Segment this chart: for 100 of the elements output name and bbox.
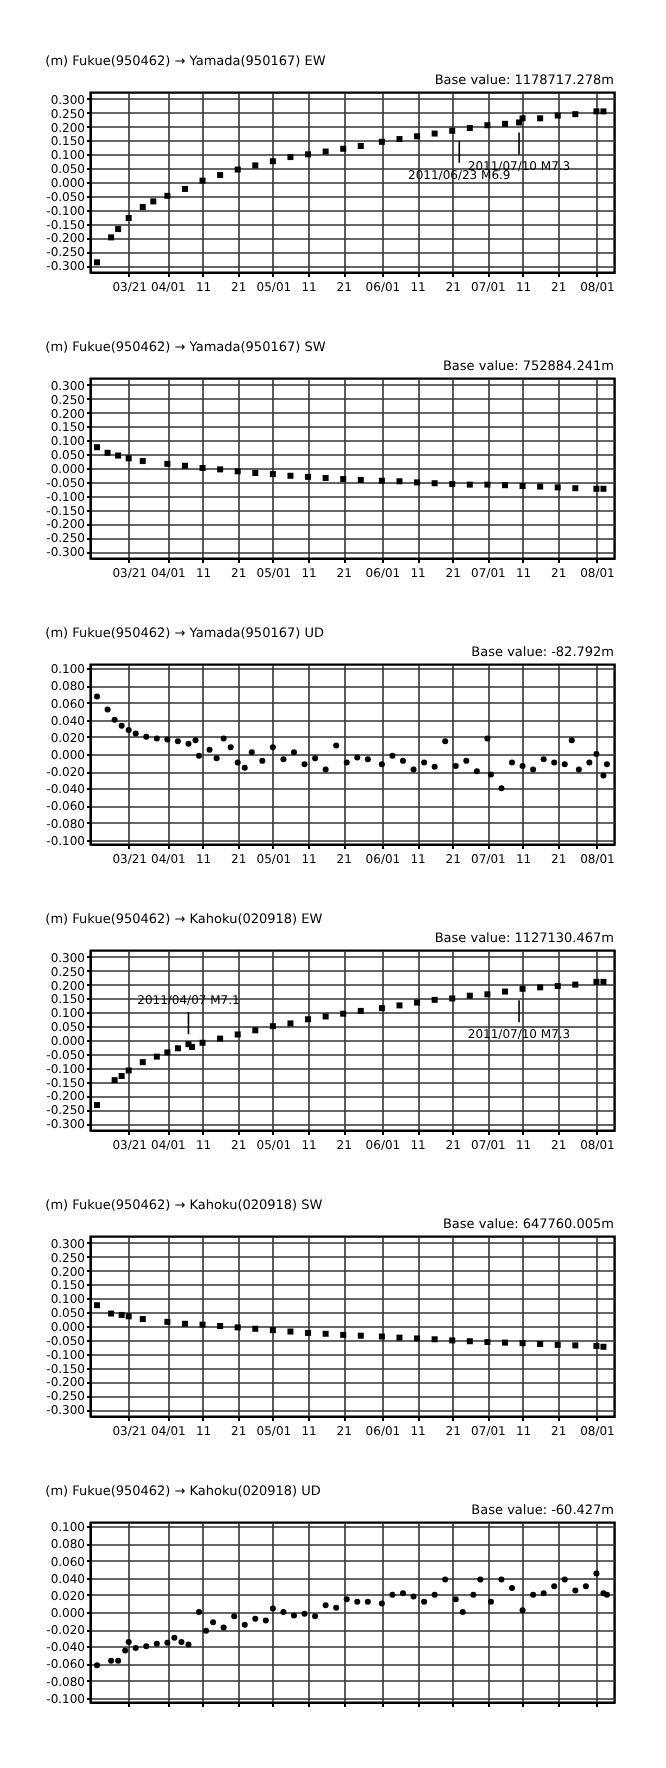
point: [217, 1035, 224, 1042]
point: [118, 1311, 125, 1318]
point: [143, 733, 150, 740]
point: [484, 481, 491, 488]
point: [600, 978, 607, 985]
point: [206, 746, 213, 753]
point: [269, 158, 276, 165]
point: [582, 1583, 589, 1590]
point: [125, 1067, 132, 1074]
point: [484, 735, 491, 742]
point: [519, 1340, 526, 1347]
point: [459, 1609, 466, 1615]
point: [322, 1330, 329, 1337]
point: [396, 1334, 403, 1341]
point: [519, 1607, 526, 1614]
point: [196, 752, 203, 759]
point: [252, 469, 259, 476]
point: [217, 466, 224, 473]
point: [125, 1313, 132, 1320]
point: [213, 755, 220, 762]
point: [178, 1639, 185, 1645]
point: [442, 738, 449, 745]
point: [94, 1102, 101, 1109]
point: [568, 737, 575, 744]
point: [389, 1591, 396, 1598]
point: [104, 449, 111, 456]
point: [164, 1049, 171, 1056]
point: [322, 766, 329, 773]
point: [164, 192, 171, 199]
point: [164, 1318, 171, 1325]
point: [501, 988, 508, 995]
point: [125, 215, 132, 221]
point: [94, 1302, 101, 1309]
point: [498, 785, 505, 792]
point: [540, 756, 547, 763]
point: [431, 996, 438, 1003]
point: [150, 198, 157, 205]
point: [139, 1059, 146, 1066]
point: [421, 1598, 428, 1605]
point: [301, 761, 308, 768]
point: [484, 122, 491, 129]
point: [252, 1325, 259, 1332]
point: [94, 259, 101, 266]
point: [234, 166, 241, 173]
point: [530, 1591, 537, 1598]
point: [449, 127, 456, 134]
point: [174, 1045, 181, 1052]
point: [421, 759, 428, 766]
point: [111, 1077, 118, 1084]
point: [203, 1627, 210, 1634]
point: [185, 740, 192, 747]
point: [466, 481, 473, 488]
point: [305, 473, 312, 480]
point: [305, 1016, 312, 1023]
point: [174, 738, 181, 745]
point: [396, 136, 403, 143]
point: [241, 1621, 248, 1628]
point: [139, 1316, 146, 1323]
point: [220, 735, 227, 742]
point: [122, 1647, 129, 1654]
point: [125, 727, 132, 733]
point: [234, 1031, 241, 1038]
point: [94, 693, 101, 700]
point: [181, 462, 188, 469]
point: [269, 1605, 276, 1612]
point: [364, 756, 371, 763]
point: [280, 1609, 287, 1615]
point: [199, 177, 206, 184]
point: [449, 481, 456, 488]
point: [199, 1039, 206, 1046]
point: [572, 981, 579, 988]
point: [431, 1336, 438, 1343]
point: [593, 1342, 600, 1349]
point: [322, 1013, 329, 1020]
point: [487, 771, 494, 778]
point: [301, 1610, 308, 1617]
point: [354, 754, 361, 761]
point: [252, 1027, 259, 1034]
point: [389, 752, 396, 759]
point: [449, 1337, 456, 1344]
point: [125, 1639, 132, 1645]
point: [305, 151, 312, 158]
point: [115, 226, 122, 233]
point: [477, 1576, 484, 1583]
point: [343, 1596, 350, 1603]
point: [431, 130, 438, 137]
point: [561, 761, 568, 768]
point: [234, 759, 241, 766]
point: [364, 1598, 371, 1605]
point: [153, 1053, 160, 1060]
point: [340, 1010, 347, 1017]
point: [600, 1343, 607, 1350]
point: [501, 1339, 508, 1346]
point: [431, 763, 438, 770]
point: [600, 485, 607, 492]
point: [572, 485, 579, 492]
point: [340, 145, 347, 152]
point: [561, 1576, 568, 1583]
point: [452, 763, 459, 769]
point: [115, 452, 122, 459]
